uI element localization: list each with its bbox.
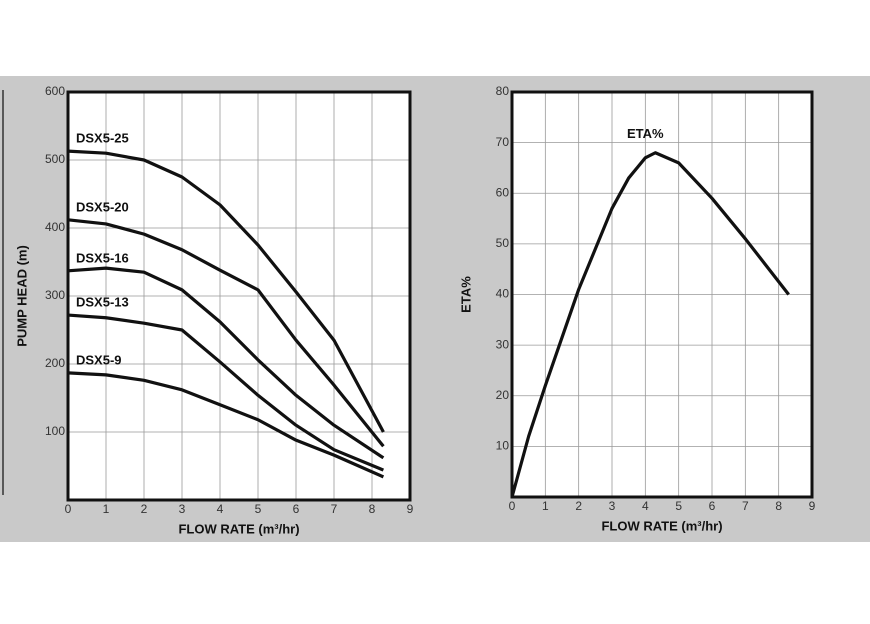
- x-axis-label: FLOW RATE (m³/hr): [178, 521, 299, 536]
- series-label: DSX5-20: [76, 199, 129, 214]
- series-label: DSX5-9: [76, 352, 122, 367]
- plot-frame: [510, 90, 814, 499]
- x-tick-label: 1: [103, 502, 110, 516]
- y-tick-label: 500: [45, 152, 65, 166]
- x-tick-label: 8: [775, 499, 782, 513]
- y-tick-label: 200: [45, 356, 65, 370]
- series-line: [67, 218, 385, 448]
- y-tick-label: 100: [45, 424, 65, 438]
- y-tick-label: 20: [496, 388, 510, 402]
- x-tick-label: 6: [709, 499, 716, 513]
- y-axis-label: PUMP HEAD (m): [14, 245, 29, 347]
- series-line: [67, 313, 385, 472]
- x-tick-label: 6: [293, 502, 300, 516]
- x-tick-label: 5: [675, 499, 682, 513]
- y-tick-label: 30: [496, 337, 510, 351]
- series-label: DSX5-13: [76, 294, 129, 309]
- x-tick-label: 0: [65, 502, 72, 516]
- series-label: ETA%: [627, 126, 664, 141]
- y-tick-label: 600: [45, 84, 65, 98]
- series-line: [67, 371, 385, 479]
- x-tick-label: 2: [575, 499, 582, 513]
- y-tick-label: 60: [496, 185, 510, 199]
- y-tick-label: 300: [45, 288, 65, 302]
- x-axis-label: FLOW RATE (m³/hr): [601, 518, 722, 533]
- y-tick-label: 80: [496, 84, 510, 98]
- y-tick-label: 400: [45, 220, 65, 234]
- y-tick-label: 50: [496, 236, 510, 250]
- series-line: [67, 149, 385, 433]
- x-tick-label: 5: [255, 502, 262, 516]
- x-tick-label: 4: [642, 499, 649, 513]
- x-tick-label: 7: [742, 499, 749, 513]
- x-tick-label: 4: [217, 502, 224, 516]
- x-tick-label: 0: [509, 499, 516, 513]
- x-tick-label: 7: [331, 502, 338, 516]
- y-axis-label: ETA%: [458, 276, 473, 313]
- x-tick-label: 3: [179, 502, 186, 516]
- y-tick-label: 10: [496, 439, 510, 453]
- x-tick-label: 9: [809, 499, 816, 513]
- series-line: [67, 266, 385, 460]
- y-tick-label: 70: [496, 135, 510, 149]
- y-tick-label: 40: [496, 287, 510, 301]
- series-label: DSX5-25: [76, 131, 129, 146]
- x-tick-label: 1: [542, 499, 549, 513]
- x-tick-label: 9: [407, 502, 414, 516]
- series-line: [510, 151, 790, 498]
- x-tick-label: 8: [369, 502, 376, 516]
- plot-frame: [66, 90, 412, 502]
- series-label: DSX5-16: [76, 250, 129, 265]
- x-tick-label: 3: [609, 499, 616, 513]
- x-tick-label: 2: [141, 502, 148, 516]
